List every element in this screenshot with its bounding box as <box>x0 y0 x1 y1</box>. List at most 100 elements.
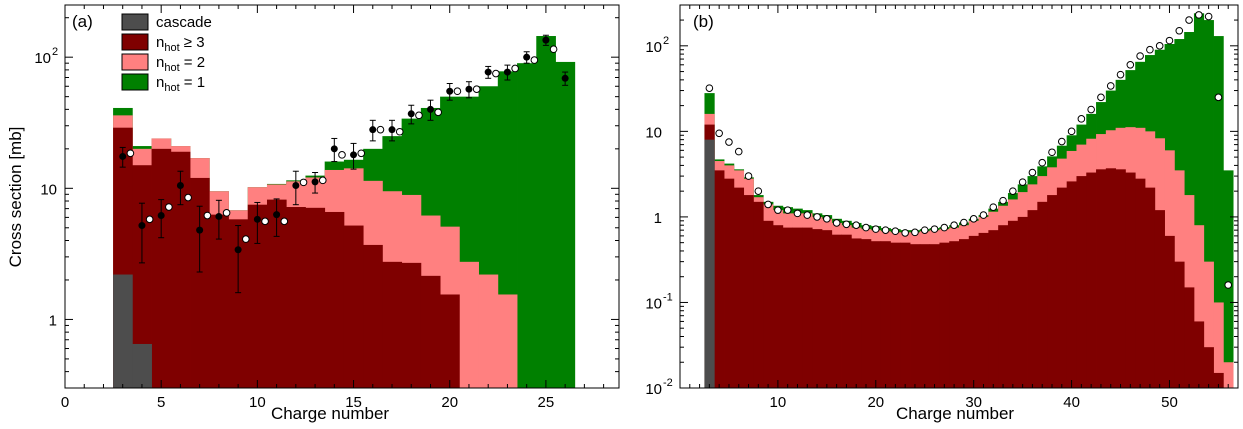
legend-swatch-nhot_1 <box>121 73 149 91</box>
b-point-open <box>1185 16 1193 24</box>
a-point-open <box>261 217 269 226</box>
b-point-open <box>911 228 919 237</box>
a-bar-cascade <box>132 343 152 388</box>
b-x-tick-label: 40 <box>1063 394 1080 411</box>
panel-b-bars <box>704 13 1234 388</box>
b-bar-nhot_ge3 <box>988 230 999 388</box>
a-bar-nhot_ge3 <box>401 262 422 388</box>
a-point-open <box>126 149 135 158</box>
a-bar-nhot_ge3 <box>209 214 229 388</box>
b-bar-nhot_ge3 <box>831 234 842 388</box>
b-y-tick-label: 10 <box>645 381 662 398</box>
b-point-open <box>960 218 968 227</box>
panel-a-points <box>119 34 569 294</box>
b-point-open <box>823 215 831 223</box>
b-bar-nhot_ge3 <box>1213 372 1224 388</box>
a-point-open <box>299 178 308 187</box>
b-y-tick-label-exp: -2 <box>663 377 673 389</box>
b-point-open <box>1204 12 1213 21</box>
a-point-filled <box>561 74 569 82</box>
a-x-tick-label: 5 <box>157 394 165 411</box>
a-bar-nhot_ge3 <box>247 204 268 388</box>
b-bar-nhot_2 <box>1203 261 1214 388</box>
a-x-tick-label: 20 <box>441 394 458 411</box>
a-point-filled <box>215 212 223 220</box>
a-bar-nhot_ge3 <box>363 244 383 388</box>
a-point-filled <box>157 212 165 220</box>
b-point-open <box>950 221 958 229</box>
a-point-filled <box>176 182 184 190</box>
b-bar-nhot_ge3 <box>959 239 970 388</box>
a-bar-nhot_ge3 <box>151 148 172 388</box>
b-bar-nhot_ge3 <box>782 227 793 388</box>
b-bar-nhot_ge3 <box>743 195 754 388</box>
b-bar-nhot_ge3 <box>880 241 891 388</box>
a-point-filled <box>273 211 281 219</box>
b-bar-nhot_ge3 <box>949 241 960 388</box>
a-point-open <box>242 235 250 243</box>
a-point-filled <box>330 145 338 153</box>
a-point-open <box>203 211 212 220</box>
b-bar-nhot_ge3 <box>1174 261 1185 388</box>
b-point-open <box>715 129 723 138</box>
panel-b-frame <box>679 4 1239 389</box>
y-axis-label: Cross section [mb] <box>6 127 25 268</box>
b-x-tick-label: 30 <box>965 394 982 411</box>
a-point-filled <box>253 215 261 223</box>
b-point-open <box>842 220 851 229</box>
legend-swatch-cascade <box>121 13 149 31</box>
panel-b-points <box>705 11 1233 289</box>
a-bar-nhot_1 <box>517 63 537 388</box>
a-bar-nhot_2 <box>459 261 479 388</box>
b-bar-nhot_ge3 <box>792 227 803 388</box>
b-bar-nhot_ge3 <box>724 178 735 388</box>
a-point-filled <box>465 85 473 93</box>
a-point-open <box>549 45 558 54</box>
a-point-filled <box>234 246 242 254</box>
legend-label-cascade: cascade <box>156 14 212 31</box>
b-bar-nhot_2 <box>1223 362 1234 388</box>
a-bar-nhot_ge3 <box>190 177 210 388</box>
b-point-open <box>1146 45 1154 54</box>
b-bar-nhot_ge3 <box>939 242 950 388</box>
a-point-open <box>511 64 519 73</box>
b-point-open <box>891 227 900 236</box>
a-bar-nhot_ge3 <box>324 211 345 388</box>
panel-a-x-axis-label: Charge number <box>271 404 389 423</box>
a-point-filled <box>446 87 454 95</box>
b-bar-cascade <box>704 139 715 388</box>
b-point-open <box>774 206 782 214</box>
a-point-filled <box>350 151 358 159</box>
b-bar-nhot_ge3 <box>1076 176 1087 388</box>
panel-a-frame <box>64 4 620 389</box>
a-y-tick-label: 10 <box>40 181 57 198</box>
b-bar-nhot_ge3 <box>714 170 725 388</box>
panel-b-x-axis-label: Charge number <box>896 404 1014 423</box>
b-bar-nhot_ge3 <box>763 220 774 388</box>
b-bar-nhot_1 <box>1223 170 1234 388</box>
b-bar-nhot_ge3 <box>929 244 940 388</box>
b-bar-nhot_ge3 <box>998 225 1009 388</box>
legend-label-nhot_ge3: nhot ≥ 3 <box>156 34 205 54</box>
b-bar-nhot_2 <box>1193 225 1205 388</box>
b-bar-nhot_ge3 <box>870 241 882 388</box>
b-point-open <box>1224 281 1233 289</box>
b-point-open <box>862 223 870 232</box>
b-point-open <box>871 225 880 233</box>
a-x-tick-label: 25 <box>538 394 555 411</box>
b-point-open <box>1048 148 1056 157</box>
a-point-filled <box>407 110 415 118</box>
a-point-open <box>453 87 462 96</box>
b-bar-nhot_ge3 <box>861 239 872 388</box>
b-point-open <box>1087 105 1095 114</box>
b-bar-nhot_ge3 <box>1164 235 1175 388</box>
panel-a-label: (a) <box>72 12 93 31</box>
b-bar-nhot_ge3 <box>1203 347 1214 388</box>
b-point-open <box>1195 11 1203 19</box>
a-bar-nhot_ge3 <box>266 199 287 388</box>
b-x-tick-label: 10 <box>770 394 787 411</box>
a-x-tick-label: 15 <box>345 394 362 411</box>
